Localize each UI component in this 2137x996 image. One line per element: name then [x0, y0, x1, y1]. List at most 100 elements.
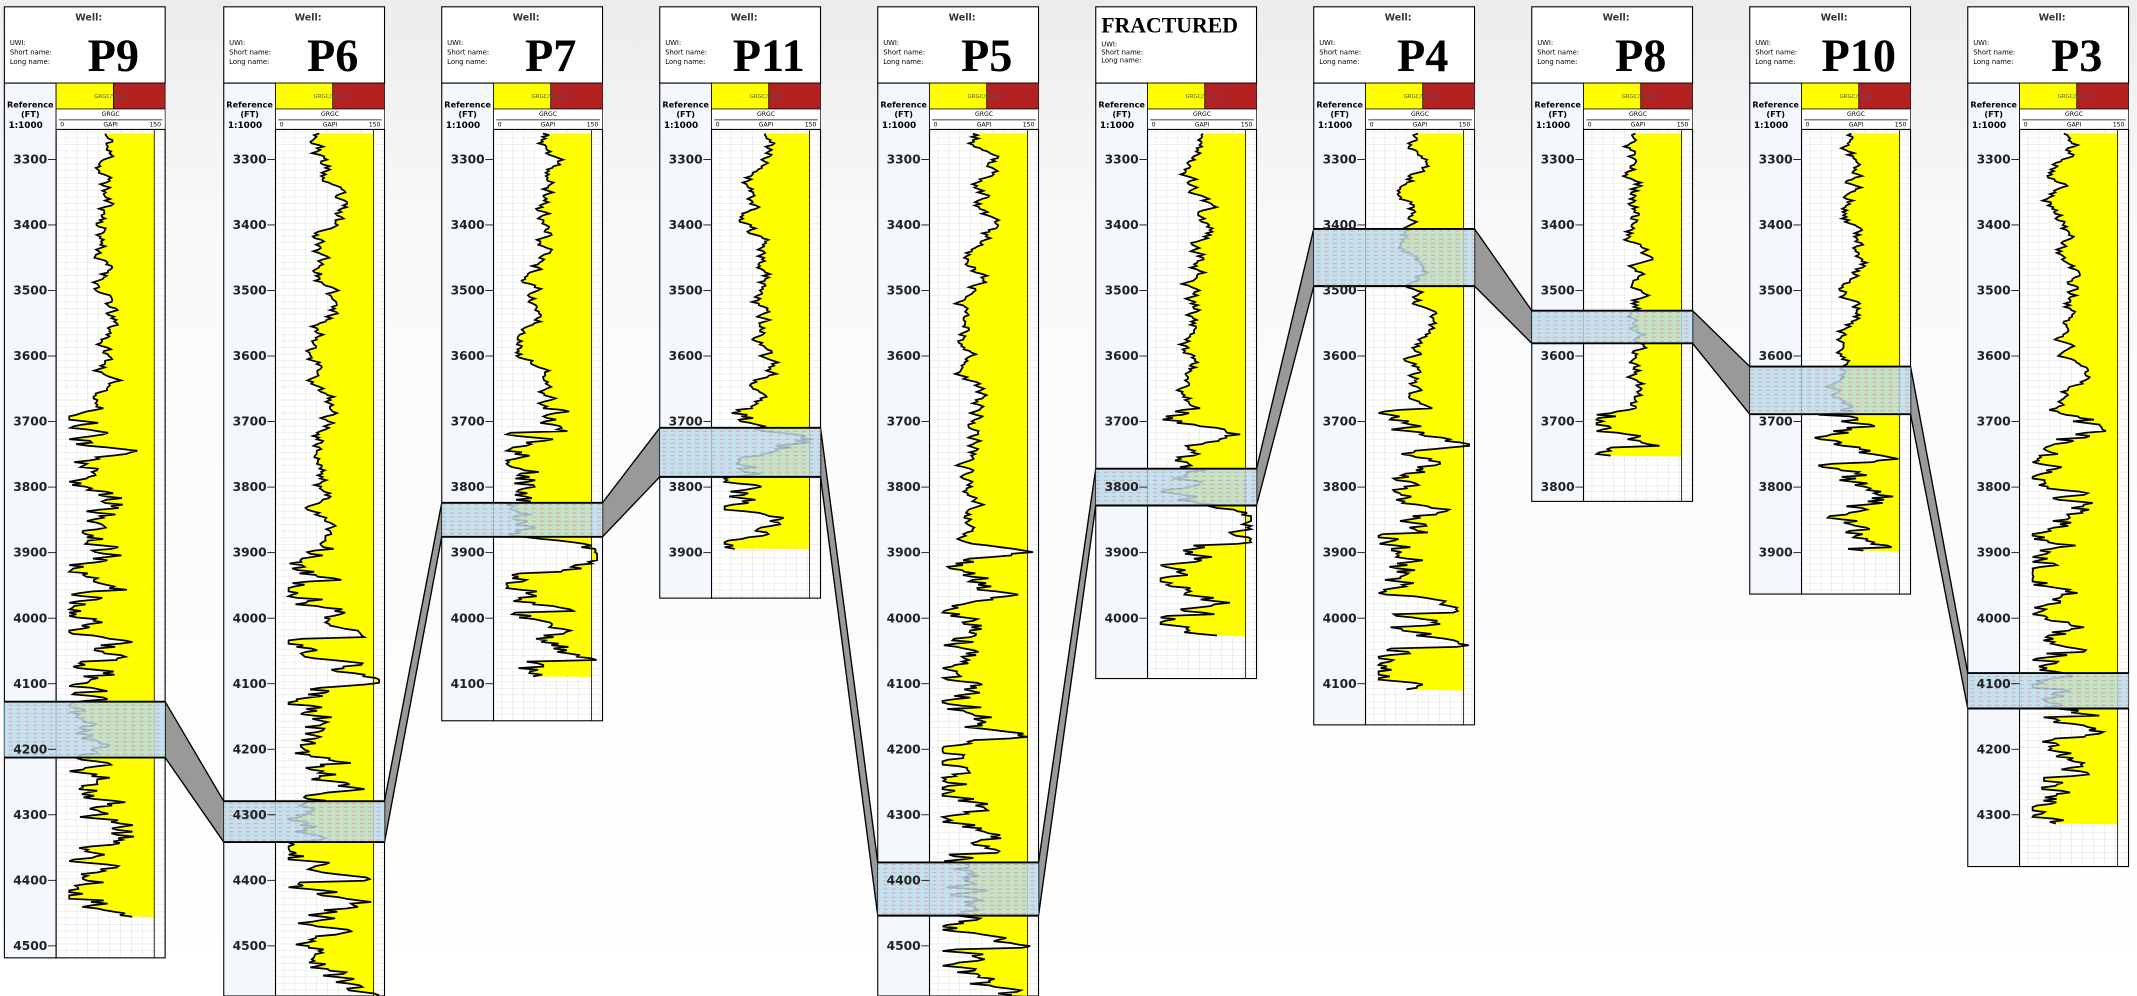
short-name-label: Short name: [1537, 49, 1579, 57]
scale-max: 150 [805, 122, 817, 129]
well: Well: UWI: Short name:Long name: P3 Referenc… [1967, 6, 2130, 868]
depth-label: 4300 [233, 808, 267, 822]
depth-label: 3600 [1323, 349, 1357, 363]
scale-max: 150 [1459, 122, 1471, 129]
depth-label: 3300 [1759, 153, 1793, 167]
well-header [659, 6, 822, 84]
track-header-red [1640, 82, 1693, 110]
zone [1531, 310, 1693, 344]
gr-curve [503, 132, 598, 678]
reference-label: Reference [1970, 100, 2017, 110]
reference-column [441, 82, 495, 722]
scale-min: 0 [498, 122, 502, 129]
gr-curve [1814, 132, 1899, 552]
depth-label: 3400 [1977, 218, 2011, 232]
well-label: Well: [75, 12, 102, 23]
depth-label: 4000 [887, 611, 921, 625]
scale-min: 0 [1806, 122, 1810, 129]
track-title: GRGC/Shale [314, 94, 348, 100]
curve-unit: GAPI [323, 122, 338, 129]
scale-max: 150 [1677, 122, 1689, 129]
depth-label: 3500 [1541, 284, 1575, 298]
unit-label: (FT) [1766, 109, 1785, 119]
zone [1967, 673, 2129, 709]
short-name-label: Short name: [1101, 49, 1143, 57]
curve-name: GRGC [757, 111, 775, 118]
well: Well: UWI: Short name:Long name: P8 Referenc… [1531, 6, 1694, 502]
gr-curve [722, 133, 813, 550]
curve-name: GRGC [321, 111, 339, 118]
reference-column [1531, 82, 1585, 502]
uwi-label: UWI: [1973, 39, 1989, 47]
depth-label: 3800 [1105, 480, 1139, 494]
depth-label: 3300 [1541, 153, 1575, 167]
track-title: GRGC/Shale [1622, 94, 1656, 100]
scale-label: 1:1000 [1754, 121, 1788, 131]
short-name-label: Short name: [665, 49, 707, 57]
long-name-label: Long name: [1755, 58, 1795, 66]
well-name: P4 [1397, 31, 1448, 82]
depth-label: 3700 [233, 415, 267, 429]
short-name-label: Short name: [1755, 49, 1797, 57]
well: Well: UWI: Short name:Long name: P10 Referen… [1749, 6, 1912, 595]
depth-label: 3800 [451, 480, 485, 494]
scale-max: 150 [1895, 122, 1907, 129]
unit-label: (FT) [240, 109, 259, 119]
well-header [877, 6, 1040, 84]
track-title: GRGC/Shale [1186, 94, 1220, 100]
track-title: GRGC/Shale [750, 94, 784, 100]
short-name-label: Short name: [1319, 49, 1361, 57]
track-header-red [1858, 82, 1911, 110]
curve-unit: GAPI [541, 122, 556, 129]
depth-label: 3300 [1105, 153, 1139, 167]
curve-unit: GAPI [977, 122, 992, 129]
depth-label: 3300 [13, 153, 47, 167]
well-label: Well: [513, 12, 540, 23]
track-header-red [986, 82, 1039, 110]
uwi-label: UWI: [1101, 40, 1117, 48]
scale-label: 1:1000 [664, 121, 698, 131]
depth-label: 3900 [13, 546, 47, 560]
well: Well: UWI: Short name:Long name: P9 Referenc… [3, 6, 166, 959]
curve-name: GRGC [1847, 111, 1865, 118]
uwi-label: UWI: [1319, 39, 1335, 47]
short-name-label: Short name: [1973, 49, 2015, 57]
depth-label: 3500 [1105, 284, 1139, 298]
unit-label: (FT) [1548, 109, 1567, 119]
well-name: P5 [961, 31, 1012, 82]
reference-label: Reference [7, 100, 54, 110]
unit-label: (FT) [21, 109, 40, 119]
depth-label: 3600 [13, 349, 47, 363]
depth-label: 4500 [13, 939, 47, 953]
depth-label: 4100 [233, 677, 267, 691]
reference-column [1095, 82, 1149, 680]
depth-label: 4100 [451, 677, 485, 691]
depth-label: 3900 [669, 546, 703, 560]
zone [1749, 366, 1911, 415]
depth-label: 3800 [233, 480, 267, 494]
track-title: GRGC/Shale [532, 94, 566, 100]
depth-label: 3800 [887, 480, 921, 494]
reference-label: Reference [226, 100, 273, 110]
depth-label: 3800 [1759, 480, 1793, 494]
scale-max: 150 [369, 122, 381, 129]
zone [223, 801, 385, 843]
long-name-label: Long name: [1319, 58, 1359, 66]
track-title: GRGC/Shale [1840, 94, 1874, 100]
short-name-label: Short name: [10, 49, 52, 57]
depth-label: 4200 [887, 742, 921, 756]
depth-label: 3700 [669, 415, 703, 429]
reference-column [1313, 82, 1367, 726]
reference-column [659, 82, 713, 599]
long-name-label: Long name: [665, 58, 705, 66]
well: Well: UWI: Short name:Long name: P7 Referenc… [441, 6, 604, 722]
well-label: Well: [1821, 12, 1848, 23]
gr-fill [1160, 133, 1252, 637]
well-name: P10 [1821, 31, 1896, 82]
well: UWI:Short name:Long name: FRACTURED Refere… [1095, 6, 1258, 680]
zone [1313, 228, 1475, 287]
depth-label: 4000 [1105, 611, 1139, 625]
depth-label: 3700 [1323, 415, 1357, 429]
depth-label: 3500 [887, 284, 921, 298]
scale-label: 1:1000 [882, 121, 916, 131]
